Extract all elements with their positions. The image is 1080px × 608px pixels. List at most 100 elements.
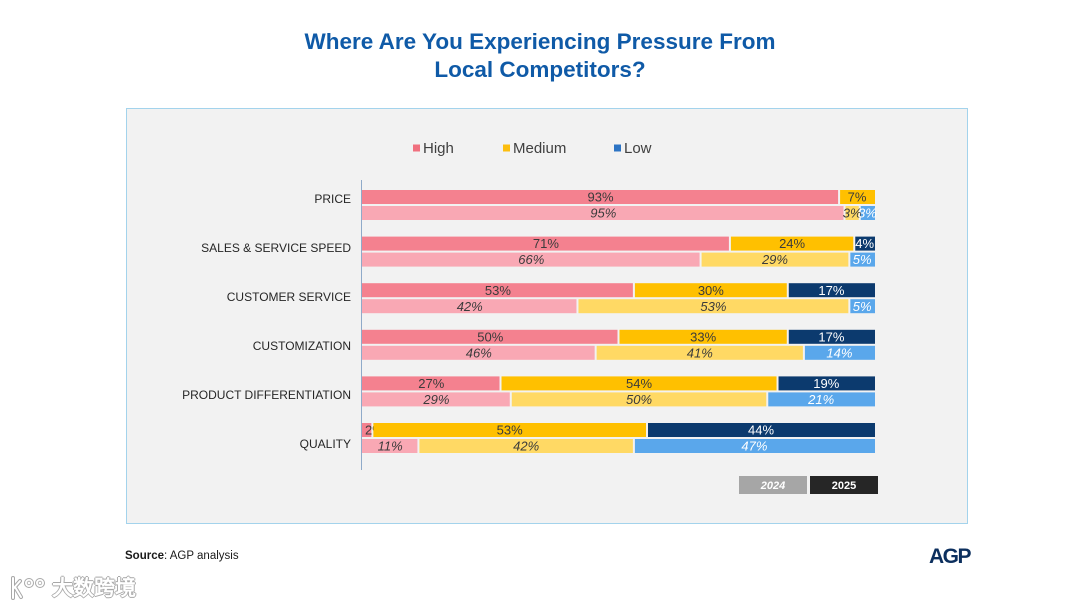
data-label-customization-2025-medium: 33% — [690, 329, 716, 344]
data-label-quality-2024-high: 11% — [378, 439, 403, 454]
bar-product-differentiation-2024-medium — [511, 392, 767, 407]
data-label-sales-service-speed-2024-high: 66% — [518, 252, 544, 267]
category-label-customization: CUSTOMIZATION — [253, 339, 351, 353]
bar-quality-2024-low — [634, 439, 875, 453]
data-label-quality-2024-low: 47% — [741, 439, 767, 454]
bar-product-differentiation-2024-low — [768, 392, 875, 407]
data-label-value: 5 — [853, 252, 861, 267]
data-label-customer-service-2025-high: 53% — [485, 283, 511, 298]
data-label-unit: % — [499, 283, 511, 298]
data-label-value: 44 — [748, 423, 762, 438]
data-label-value: 33 — [690, 329, 704, 344]
bar-sales-service-speed-2025-high — [362, 236, 729, 251]
data-label-customer-service-2024-medium: 53% — [700, 299, 726, 314]
data-label-unit: % — [547, 236, 559, 251]
bar-customer-service-2024-high — [362, 299, 577, 314]
data-label-product-differentiation-2025-medium: 54% — [626, 376, 652, 391]
data-label-unit: % — [862, 236, 874, 251]
data-label-unit: % — [860, 299, 872, 314]
data-label-unit: % — [712, 283, 724, 298]
bar-customer-service-2024-low — [850, 299, 875, 314]
data-label-unit: % — [756, 439, 768, 454]
data-label-unit: % — [640, 376, 652, 391]
chart-panel: High Medium Low PRICE SALES & SERVICE SPEED C… — [126, 108, 968, 524]
bar-sales-service-speed-2024-high — [362, 252, 700, 267]
data-label-value: 17 — [818, 329, 832, 344]
bar-customization-2024-medium — [596, 345, 803, 360]
data-label-unit: % — [715, 299, 727, 314]
stacked-bar-chart: High Medium Low PRICE SALES & SERVICE SPEED C… — [182, 140, 878, 494]
data-label-value: 50 — [626, 392, 641, 407]
data-label-value: 4 — [855, 236, 862, 251]
data-label-customization-2025-low: 17% — [818, 329, 844, 344]
year-legend-label-2024: 2024 — [760, 480, 785, 492]
data-label-value: 27 — [418, 376, 432, 391]
bar-customer-service-2025-high — [362, 283, 633, 298]
chart-title-line-2: Local Competitors? — [434, 57, 646, 82]
data-label-value: 47 — [741, 439, 756, 454]
data-label-unit: % — [605, 206, 617, 221]
data-label-value: 29 — [761, 252, 776, 267]
data-label-quality-2024-medium: 42% — [513, 439, 539, 454]
legend-swatch-low — [614, 144, 621, 152]
data-label-value: 2 — [365, 423, 372, 438]
bar-quality-2024-medium — [419, 439, 633, 453]
data-label-unit: % — [528, 439, 540, 454]
data-label-unit: % — [492, 329, 504, 344]
legend-label-low: Low — [624, 140, 652, 157]
data-label-sales-service-speed-2024-medium: 29% — [761, 252, 788, 267]
chart-title: Where Are You Experiencing Pressure From… — [0, 28, 1080, 84]
bar-price-2024-medium — [845, 206, 859, 220]
data-label-customer-service-2025-low: 17% — [818, 283, 844, 298]
chart-title-line-1: Where Are You Experiencing Pressure From — [304, 29, 776, 54]
data-label-unit: % — [762, 423, 774, 438]
data-label-unit: % — [705, 329, 717, 344]
data-label-price-2024-low: 3% — [858, 206, 877, 221]
bar-customization-2025-low — [788, 329, 875, 344]
data-label-customization-2024-medium: 41% — [687, 345, 713, 360]
data-label-value: 7 — [848, 190, 855, 205]
data-label-price-2025-high: 93% — [588, 190, 614, 205]
data-label-unit: % — [833, 283, 845, 298]
data-label-unit: % — [833, 329, 845, 344]
data-label-customer-service-2024-low: 5% — [853, 299, 872, 314]
bar-quality-2024-high — [362, 439, 418, 453]
bar-customization-2025-medium — [619, 329, 787, 344]
data-label-unit: % — [438, 392, 450, 407]
data-label-unit: % — [850, 206, 862, 221]
bar-customization-2024-low — [804, 345, 875, 360]
data-label-value: 53 — [485, 283, 499, 298]
data-label-product-differentiation-2024-high: 29% — [422, 392, 449, 407]
category-label-customer-service: CUSTOMER SERVICE — [227, 290, 351, 304]
data-label-unit: % — [823, 392, 835, 407]
bar-quality-2025-high — [362, 423, 372, 437]
legend-label-medium: Medium — [513, 140, 566, 157]
legend-label-high: High — [423, 140, 454, 157]
data-label-value: 46 — [466, 345, 481, 360]
data-label-unit: % — [480, 345, 492, 360]
data-label-quality-2025-medium: 53% — [497, 423, 523, 438]
category-label-price: PRICE — [314, 192, 351, 206]
data-label-customization-2024-high: 46% — [466, 345, 492, 360]
data-label-sales-service-speed-2025-high: 71% — [533, 236, 559, 251]
data-label-value: 66 — [518, 252, 533, 267]
data-label-customization-2024-low: 14% — [826, 345, 852, 360]
bar-product-differentiation-2024-high — [362, 392, 510, 407]
data-label-unit: % — [865, 206, 877, 221]
data-label-unit: % — [860, 252, 872, 267]
bar-customer-service-2024-medium — [578, 299, 849, 314]
data-label-product-differentiation-2025-low: 19% — [813, 376, 839, 391]
data-label-unit: % — [471, 299, 483, 314]
source-note: Source: AGP analysis — [125, 549, 239, 563]
source-label: Source — [125, 550, 164, 562]
data-label-quality-2025-low: 44% — [748, 423, 774, 438]
data-label-unit: % — [511, 423, 523, 438]
data-label-value: 50 — [477, 329, 491, 344]
data-label-unit: % — [391, 439, 403, 454]
data-label-value: 24 — [779, 236, 793, 251]
bar-product-differentiation-2025-low — [778, 376, 875, 391]
bar-customer-service-2025-medium — [634, 283, 787, 298]
bar-quality-2025-low — [648, 423, 875, 437]
data-label-value: 21 — [807, 392, 822, 407]
watermark-text: 大数跨境 — [52, 576, 136, 600]
